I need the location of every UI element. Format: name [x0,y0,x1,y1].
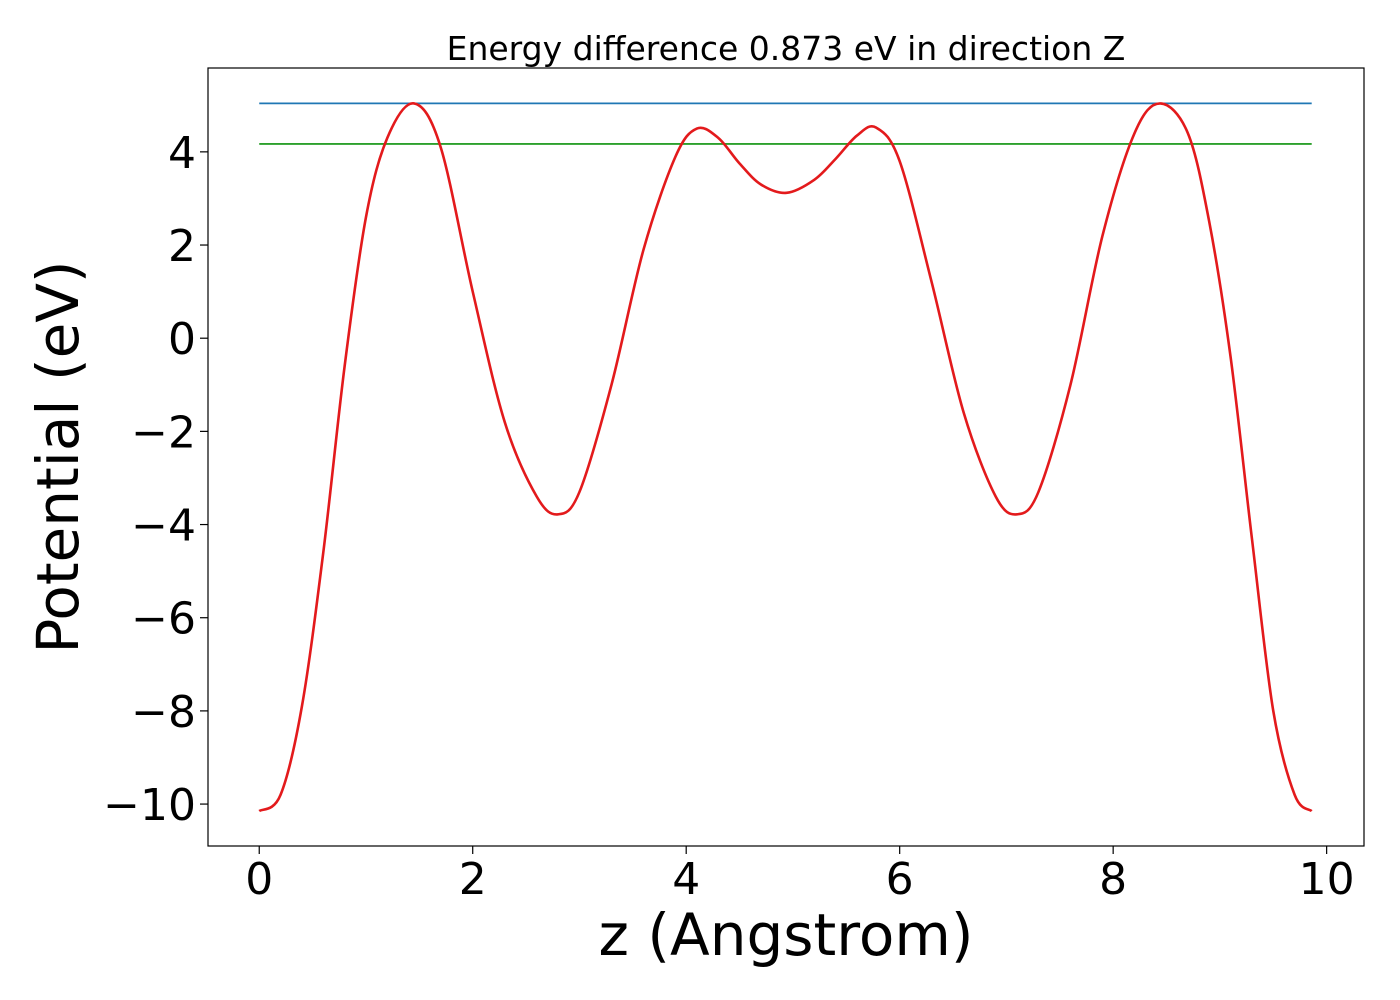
y-tick-label: 2 [168,221,196,272]
y-tick-label: −2 [131,407,196,458]
x-tick-label: 0 [245,854,273,905]
y-tick-label: 4 [168,128,196,179]
x-tick-label: 10 [1299,854,1355,905]
x-tick-label: 4 [672,854,700,905]
plot-frame [207,67,1365,847]
x-tick-label: 2 [459,854,487,905]
x-tick-label: 6 [886,854,914,905]
ticks-layer: 0 2 4 6 8 10 4 2 0 −2 −4 −6 −8 −10 [103,128,1355,905]
y-tick-label: 0 [168,314,196,365]
plot-layer [258,102,1313,813]
x-axis-label: z (Angstrom) [599,901,974,969]
y-tick-label: −4 [131,501,196,552]
y-tick-label: −8 [131,687,196,738]
chart-title: Energy difference 0.873 eV in direction … [447,29,1126,68]
x-tick-label: 8 [1099,854,1127,905]
y-axis-label: Potential (eV) [24,260,92,653]
y-tick-label: −10 [103,780,196,831]
y-tick-label: −6 [131,594,196,645]
series-line-3 [258,102,1313,813]
